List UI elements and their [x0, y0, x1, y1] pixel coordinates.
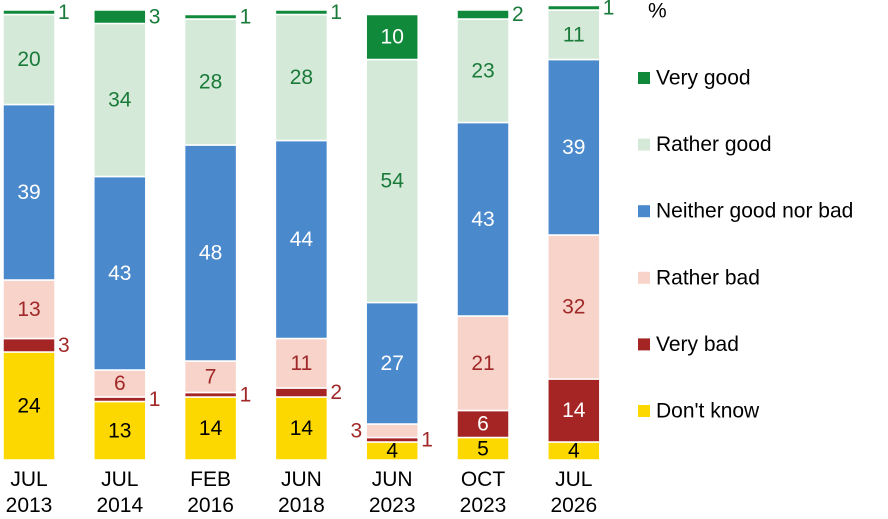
- bar-segment: [2, 13, 56, 106]
- legend-swatch: [638, 271, 650, 284]
- bar-segment: [93, 175, 147, 371]
- x-tick-label: JUL 2014: [96, 468, 143, 517]
- bar-segment: [2, 279, 56, 340]
- data-label: 21: [471, 352, 494, 375]
- legend-swatch: [638, 138, 650, 151]
- data-label: 6: [114, 372, 126, 395]
- data-label: 39: [562, 136, 585, 159]
- x-tick-label: JUL 2026: [550, 468, 597, 517]
- bar-segment: [274, 396, 329, 461]
- bar-segment: [274, 9, 329, 16]
- data-label: 1: [149, 388, 161, 411]
- data-label: 10: [381, 26, 404, 49]
- bar-segment: [2, 351, 56, 461]
- data-label: 39: [17, 181, 40, 204]
- bar-segment: [274, 139, 329, 340]
- legend-label: Rather bad: [656, 266, 760, 289]
- data-label: 27: [381, 352, 404, 375]
- data-label: 6: [477, 413, 489, 436]
- bar-segment: [365, 301, 419, 425]
- data-label: 14: [290, 417, 314, 440]
- bar-segment: [547, 4, 601, 11]
- bar-segment: [183, 360, 238, 394]
- data-label: 2: [330, 381, 342, 404]
- bar-segment: [183, 13, 238, 20]
- data-label: 1: [240, 383, 252, 406]
- bar-segment: [93, 22, 147, 178]
- data-label: 2: [512, 3, 524, 26]
- legend-swatch: [638, 72, 650, 84]
- data-label: 44: [290, 228, 314, 251]
- unit-label: %: [648, 0, 667, 23]
- data-label: 14: [199, 417, 223, 440]
- x-tick-label: JUL 2013: [6, 468, 53, 517]
- data-label: 7: [205, 365, 217, 388]
- bar-segment: [456, 409, 510, 439]
- data-label: 13: [17, 298, 40, 321]
- bar-segment: [456, 121, 510, 317]
- data-label: 28: [290, 66, 313, 89]
- legend-swatch: [638, 405, 650, 417]
- legend-label: Very bad: [656, 333, 739, 356]
- bar-segment: [274, 387, 329, 398]
- bar-segment: [547, 9, 601, 61]
- data-label: 24: [17, 395, 41, 418]
- legend-label: Rather good: [656, 133, 772, 156]
- bar-segment: [365, 423, 419, 439]
- data-label: 4: [386, 440, 398, 463]
- bar-segment: [456, 9, 510, 20]
- data-label: 43: [471, 208, 494, 231]
- bar-segment: [547, 234, 601, 380]
- bar-segment: [2, 9, 56, 16]
- bar-segment: [93, 400, 147, 461]
- legend-swatch: [638, 338, 650, 351]
- data-label: 4: [568, 440, 580, 463]
- x-tick-label: JUN 2023: [369, 468, 416, 517]
- data-label: 54: [381, 170, 405, 193]
- data-label: 1: [603, 0, 615, 19]
- data-label: 11: [563, 23, 585, 46]
- bar-segment: [456, 18, 510, 124]
- legend-swatch: [638, 205, 650, 218]
- x-tick-label: OCT 2023: [460, 468, 507, 517]
- data-label: 23: [471, 59, 494, 82]
- data-label: 3: [149, 5, 161, 28]
- data-label: 32: [562, 296, 585, 319]
- legend-label: Don't know: [656, 400, 760, 423]
- data-label: 1: [58, 1, 70, 24]
- data-label: 48: [199, 242, 222, 265]
- bar-segment: [93, 9, 147, 25]
- data-label: 13: [108, 419, 131, 442]
- data-label: 34: [108, 89, 132, 112]
- data-label: 43: [108, 262, 131, 285]
- bar-segment: [2, 337, 56, 353]
- data-label: 20: [17, 48, 40, 71]
- data-label: 28: [199, 71, 222, 94]
- data-label: 11: [290, 352, 312, 375]
- x-tick-label: JUN 2018: [278, 468, 325, 517]
- bar-segment: [365, 13, 419, 61]
- data-label: 1: [330, 1, 342, 24]
- bar-segment: [183, 18, 238, 146]
- bar-segment: [274, 13, 329, 142]
- data-label: 3: [351, 419, 363, 442]
- legend-label: Neither good nor bad: [656, 200, 853, 223]
- bar-segment: [183, 396, 238, 461]
- x-tick-label: FEB 2016: [187, 468, 234, 517]
- data-label: 3: [58, 334, 70, 357]
- bar-segment: [365, 58, 419, 304]
- data-label: 1: [421, 428, 433, 451]
- bar-segment: [547, 58, 601, 236]
- data-label: 1: [240, 5, 252, 28]
- bar-segment: [274, 337, 329, 389]
- bar-segment: [93, 369, 147, 398]
- data-label: 5: [477, 437, 489, 460]
- bar-segment: [547, 378, 601, 443]
- data-label: 14: [562, 399, 586, 422]
- legend-label: Very good: [656, 67, 751, 90]
